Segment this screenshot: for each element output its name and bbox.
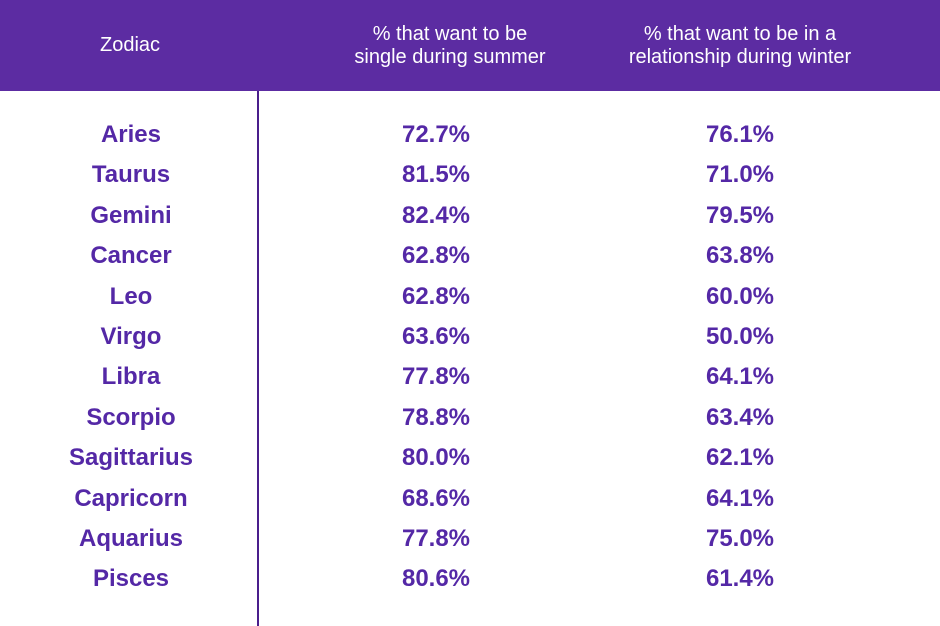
single-summer-cell: 80.6% [401, 565, 471, 593]
zodiac-sign-cell: Taurus [91, 161, 171, 189]
single-summer-cell: 63.6% [401, 323, 471, 350]
relationship-winter-cell: 63.4% [705, 403, 775, 431]
relationship-winter-cell: 64.1% [705, 363, 775, 391]
relationship-winter-cell: 71.0% [705, 161, 775, 189]
single-summer-cell: 78.8% [401, 403, 471, 431]
table-row: Sagittarius 80.0% 62.1% [0, 438, 940, 478]
relationship-winter-cell: 61.4% [705, 565, 775, 593]
table-row: Virgo 63.6% 50.0% [0, 317, 940, 357]
zodiac-sign-cell: Capricorn [74, 484, 188, 512]
relationship-winter-cell: 75.0% [705, 525, 775, 552]
table-row: Capricorn 68.6% 64.1% [0, 479, 940, 519]
header-relationship-winter: % that want to be in a relationship duri… [628, 22, 852, 68]
relationship-winter-cell: 76.1% [705, 121, 775, 148]
zodiac-sign-cell: Pisces [92, 565, 170, 593]
zodiac-sign-cell: Aries [100, 121, 162, 148]
zodiac-sign-cell: Sagittarius [68, 444, 194, 472]
zodiac-sign-cell: Cancer [90, 242, 172, 270]
zodiac-sign-cell: Virgo [100, 323, 162, 350]
table-header: Zodiac % that want to be single during s… [0, 0, 940, 91]
relationship-winter-cell: 50.0% [705, 323, 775, 350]
zodiac-sign-cell: Aquarius [78, 525, 183, 552]
zodiac-sign-cell: Scorpio [86, 403, 176, 431]
single-summer-cell: 62.8% [401, 242, 471, 270]
relationship-winter-cell: 63.8% [705, 242, 775, 270]
relationship-winter-cell: 79.5% [705, 201, 775, 229]
single-summer-cell: 82.4% [401, 201, 471, 229]
table-row: Leo 62.8% 60.0% [0, 277, 940, 317]
table-row: Pisces 80.6% 61.4% [0, 559, 940, 599]
table-row: Taurus 81.5% 71.0% [0, 155, 940, 195]
column-divider [257, 91, 259, 626]
single-summer-cell: 77.8% [401, 525, 471, 552]
table-row: Libra 77.8% 64.1% [0, 357, 940, 397]
zodiac-sign-cell: Leo [109, 282, 153, 310]
table-row: Cancer 62.8% 63.8% [0, 236, 940, 276]
single-summer-cell: 62.8% [401, 282, 471, 310]
table-row: Scorpio 78.8% 63.4% [0, 398, 940, 438]
header-zodiac: Zodiac [99, 34, 161, 56]
single-summer-cell: 81.5% [401, 161, 471, 189]
single-summer-cell: 80.0% [401, 444, 471, 472]
relationship-winter-cell: 60.0% [705, 282, 775, 310]
single-summer-cell: 77.8% [401, 363, 471, 391]
table-row: Aquarius 77.8% 75.0% [0, 519, 940, 559]
header-single-summer: % that want to be single during summer [354, 22, 546, 68]
single-summer-cell: 72.7% [401, 121, 471, 148]
relationship-winter-cell: 62.1% [705, 444, 775, 472]
single-summer-cell: 68.6% [401, 484, 471, 512]
zodiac-sign-cell: Libra [101, 363, 161, 391]
table-row: Gemini 82.4% 79.5% [0, 196, 940, 236]
relationship-winter-cell: 64.1% [705, 484, 775, 512]
zodiac-sign-cell: Gemini [90, 201, 172, 229]
table-row: Aries 72.7% 76.1% [0, 115, 940, 155]
